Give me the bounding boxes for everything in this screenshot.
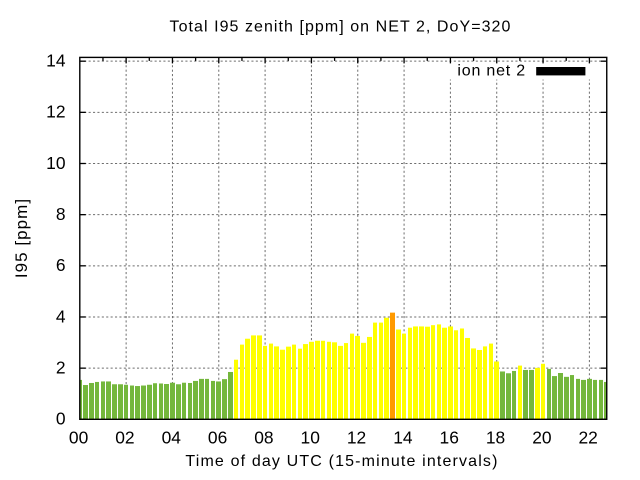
svg-text:04: 04 [162, 427, 182, 447]
svg-text:22: 22 [579, 427, 598, 447]
svg-text:14: 14 [393, 427, 413, 447]
svg-text:00: 00 [69, 427, 88, 447]
svg-text:I95 [ppm]: I95 [ppm] [12, 198, 31, 278]
svg-text:0: 0 [56, 409, 66, 429]
svg-text:10: 10 [46, 153, 65, 173]
svg-text:08: 08 [254, 427, 273, 447]
svg-text:18: 18 [486, 427, 505, 447]
svg-text:16: 16 [440, 427, 459, 447]
svg-text:12: 12 [46, 102, 65, 122]
svg-text:12: 12 [347, 427, 366, 447]
svg-text:4: 4 [56, 306, 66, 326]
svg-text:06: 06 [208, 427, 227, 447]
svg-text:6: 6 [56, 255, 66, 275]
svg-text:14: 14 [46, 50, 66, 70]
svg-text:02: 02 [115, 427, 134, 447]
svg-text:Time of day UTC (15-minute int: Time of day UTC (15-minute intervals) [185, 453, 498, 470]
svg-text:8: 8 [56, 204, 66, 224]
svg-text:ion net 2: ion net 2 [457, 63, 526, 80]
svg-text:2: 2 [56, 357, 66, 377]
svg-text:10: 10 [301, 427, 320, 447]
svg-text:20: 20 [532, 427, 551, 447]
svg-text:Total I95 zenith [ppm] on NET: Total I95 zenith [ppm] on NET 2, DoY=320 [170, 19, 512, 36]
